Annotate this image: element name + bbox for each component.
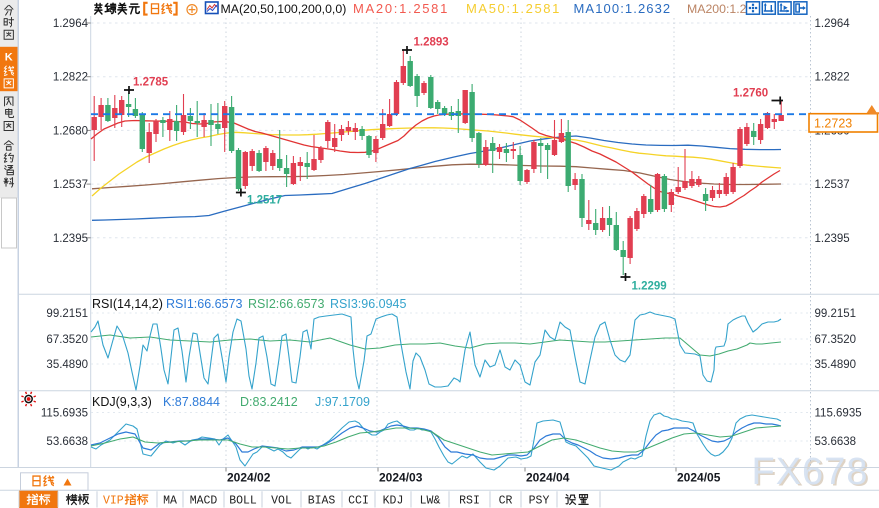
svg-text:2024/02: 2024/02 bbox=[227, 471, 271, 485]
svg-text:1.2822: 1.2822 bbox=[815, 72, 850, 84]
svg-text:RSI: RSI bbox=[459, 495, 480, 508]
svg-text:115.6935: 115.6935 bbox=[41, 408, 88, 420]
svg-text:RSI1:66.6573: RSI1:66.6573 bbox=[166, 297, 242, 311]
svg-text:PSY: PSY bbox=[529, 495, 550, 508]
svg-text:VIP: VIP bbox=[103, 495, 124, 508]
svg-text:FX678: FX678 bbox=[752, 451, 869, 493]
svg-text:BOLL: BOLL bbox=[229, 495, 257, 508]
svg-text:RSI2:66.6573: RSI2:66.6573 bbox=[248, 297, 324, 311]
svg-text:67.3520: 67.3520 bbox=[46, 334, 88, 346]
svg-text:MA: MA bbox=[163, 495, 177, 508]
svg-text:CCI: CCI bbox=[348, 495, 369, 508]
svg-text:VOL: VOL bbox=[271, 495, 292, 508]
svg-text:1.2395: 1.2395 bbox=[53, 233, 88, 245]
svg-text:MA(20,50,100,200,0,0): MA(20,50,100,200,0,0) bbox=[221, 2, 347, 16]
svg-text:1.2822: 1.2822 bbox=[53, 72, 88, 84]
svg-text:MA100:1.2632: MA100:1.2632 bbox=[574, 1, 672, 16]
svg-text:53.6638: 53.6638 bbox=[46, 436, 88, 448]
svg-text:LW&: LW& bbox=[420, 495, 441, 508]
svg-text:1.2299: 1.2299 bbox=[632, 281, 667, 293]
svg-text:FX678: FX678 bbox=[754, 453, 871, 495]
svg-text:35.4890: 35.4890 bbox=[815, 359, 857, 371]
svg-text:K: K bbox=[5, 52, 13, 64]
svg-text:53.6638: 53.6638 bbox=[815, 436, 857, 448]
svg-text:99.2151: 99.2151 bbox=[46, 308, 88, 320]
svg-text:2024/04: 2024/04 bbox=[526, 471, 570, 485]
svg-text:BIAS: BIAS bbox=[308, 495, 336, 508]
svg-text:1.2893: 1.2893 bbox=[414, 37, 449, 49]
svg-text:1.2517: 1.2517 bbox=[247, 195, 282, 207]
svg-text:MA50:1.2581: MA50:1.2581 bbox=[466, 1, 561, 16]
svg-text:MA200:1.2: MA200:1.2 bbox=[687, 2, 747, 16]
svg-text:1.2964: 1.2964 bbox=[53, 18, 89, 30]
svg-text:1.2964: 1.2964 bbox=[815, 18, 851, 30]
svg-text:D:83.2412: D:83.2412 bbox=[240, 395, 298, 409]
svg-text:1.2395: 1.2395 bbox=[815, 233, 850, 245]
svg-text:1.2785: 1.2785 bbox=[133, 77, 169, 89]
svg-text:2024/05: 2024/05 bbox=[677, 471, 721, 485]
svg-text:67.3520: 67.3520 bbox=[815, 334, 857, 346]
svg-text:1.2723: 1.2723 bbox=[814, 117, 852, 131]
svg-text:KDJ: KDJ bbox=[383, 495, 404, 508]
svg-text:RSI(14,14,2): RSI(14,14,2) bbox=[92, 297, 163, 311]
svg-text:MACD: MACD bbox=[190, 495, 218, 508]
svg-text:1.2537: 1.2537 bbox=[53, 179, 88, 191]
svg-text:2024/03: 2024/03 bbox=[379, 471, 423, 485]
svg-text:99.2151: 99.2151 bbox=[815, 308, 857, 320]
svg-text:1.2680: 1.2680 bbox=[53, 125, 88, 137]
svg-text:1.2537: 1.2537 bbox=[815, 179, 850, 191]
svg-text:35.4890: 35.4890 bbox=[46, 359, 88, 371]
svg-text:KDJ(9,3,3): KDJ(9,3,3) bbox=[92, 395, 152, 409]
svg-text:CR: CR bbox=[499, 495, 513, 508]
svg-text:115.6935: 115.6935 bbox=[815, 408, 862, 420]
svg-text:MA20:1.2581: MA20:1.2581 bbox=[353, 1, 449, 16]
svg-text:K:87.8844: K:87.8844 bbox=[163, 395, 220, 409]
svg-text:J:97.1709: J:97.1709 bbox=[315, 395, 370, 409]
svg-text:1.2760: 1.2760 bbox=[733, 88, 768, 100]
svg-text:RSI3:96.0945: RSI3:96.0945 bbox=[330, 297, 406, 311]
